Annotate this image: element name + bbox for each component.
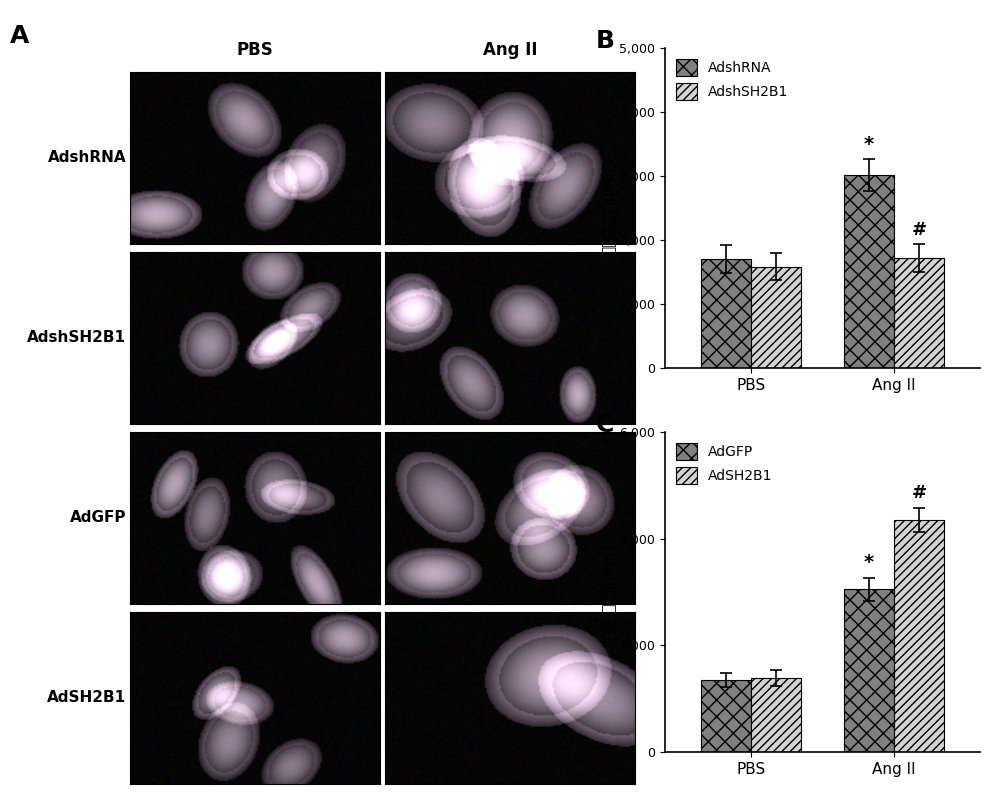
Text: A: A — [10, 24, 29, 48]
Text: AdGFP: AdGFP — [70, 510, 126, 526]
Bar — [844, 590, 894, 752]
Y-axis label: 细胞表面积（μm²）: 细胞表面积（μm²） — [602, 545, 617, 639]
Text: C: C — [596, 413, 614, 437]
Bar — [751, 267, 801, 368]
Text: Ang II: Ang II — [483, 41, 537, 58]
Text: *: * — [864, 134, 874, 154]
Legend: AdGFP, AdSH2B1: AdGFP, AdSH2B1 — [672, 439, 777, 488]
Text: AdSH2B1: AdSH2B1 — [47, 690, 126, 706]
Text: *: * — [864, 554, 874, 572]
Bar — [894, 258, 944, 368]
Y-axis label: 细胞表面积（μm²）: 细胞表面积（μm²） — [602, 161, 616, 255]
Text: #: # — [912, 221, 927, 238]
Bar — [894, 520, 944, 752]
Bar — [701, 259, 751, 368]
Text: AdshSH2B1: AdshSH2B1 — [27, 330, 126, 346]
Legend: AdshRNA, AdshSH2B1: AdshRNA, AdshSH2B1 — [672, 55, 793, 104]
Bar — [751, 678, 801, 752]
Text: PBS: PBS — [237, 41, 273, 58]
Text: #: # — [912, 484, 927, 502]
Text: AdshRNA: AdshRNA — [47, 150, 126, 166]
Bar — [844, 174, 894, 368]
Text: B: B — [596, 29, 615, 53]
Bar — [701, 680, 751, 752]
